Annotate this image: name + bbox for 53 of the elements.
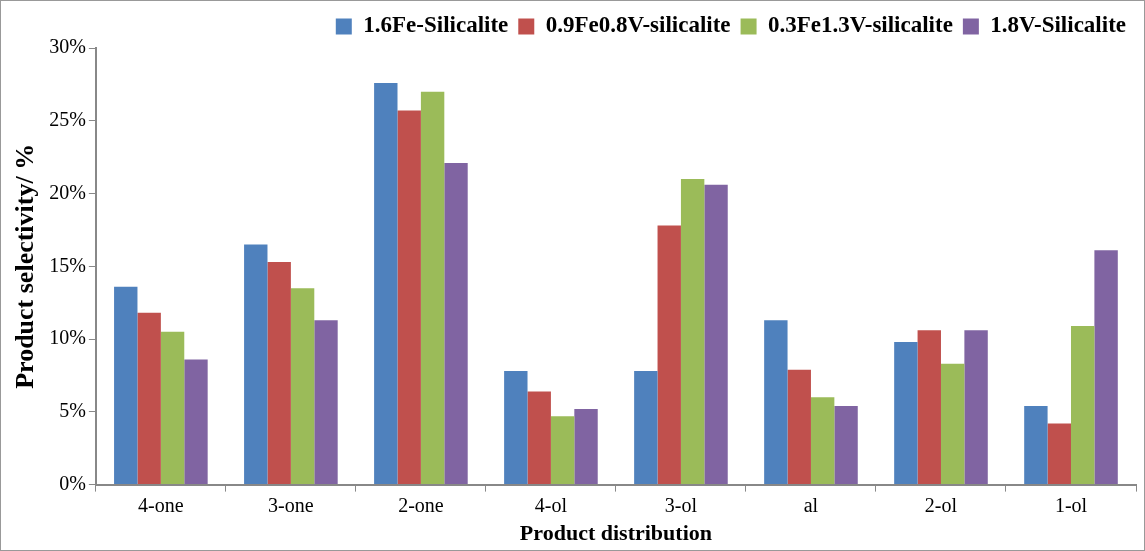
legend-label: 1.6Fe-Silicalite	[363, 12, 509, 38]
bar	[184, 359, 208, 485]
legend-label: 0.9Fe0.8V-silicalite	[545, 12, 731, 38]
x-axis-title: Product distribution	[519, 520, 712, 546]
bar	[704, 184, 728, 485]
bar	[964, 330, 988, 485]
bar	[1094, 250, 1118, 485]
bar	[420, 91, 445, 485]
y-tick-label: 30%	[49, 35, 86, 58]
bar	[504, 371, 528, 485]
bar	[114, 286, 138, 485]
bar	[1024, 406, 1048, 485]
bar	[550, 416, 575, 485]
bar	[314, 320, 338, 485]
bar	[634, 371, 658, 485]
y-tick-label: 25%	[49, 108, 86, 131]
y-tick-label: 0%	[59, 471, 86, 494]
y-axis-title: Product selectivity/ %	[10, 143, 40, 389]
x-tick-label: 4-one	[138, 493, 184, 516]
bar	[527, 391, 551, 485]
bar	[574, 408, 598, 485]
x-tick-label: 2-one	[398, 493, 444, 516]
x-tick-label: al	[803, 493, 819, 516]
bar	[444, 162, 468, 485]
bar	[374, 82, 398, 485]
bar	[1047, 423, 1071, 485]
bar	[834, 406, 858, 485]
bar	[917, 330, 941, 485]
bar	[397, 110, 421, 485]
bar	[810, 397, 835, 485]
bar	[894, 341, 918, 485]
y-tick-label: 15%	[49, 253, 86, 276]
bar	[680, 178, 705, 485]
bar	[290, 288, 315, 485]
bar	[764, 320, 788, 485]
bar	[657, 225, 681, 485]
x-tick-label: 4-ol	[534, 493, 568, 516]
bar	[1070, 325, 1095, 485]
x-tick-label: 2-ol	[924, 493, 958, 516]
bar	[244, 244, 268, 485]
y-tick-label: 5%	[59, 399, 86, 422]
y-tick-label: 20%	[49, 180, 86, 203]
bar	[160, 331, 185, 485]
bar	[787, 369, 811, 485]
x-tick-label: 1-ol	[1054, 493, 1088, 516]
bar	[940, 363, 965, 485]
bar	[267, 261, 291, 485]
x-tick-label: 3-ol	[664, 493, 698, 516]
legend-label: 0.3Fe1.3V-silicalite	[768, 12, 953, 38]
bar	[137, 312, 161, 485]
y-tick-label: 10%	[49, 326, 86, 349]
legend-label: 1.8V-Silicalite	[990, 12, 1127, 38]
x-tick-label: 3-one	[268, 493, 314, 516]
